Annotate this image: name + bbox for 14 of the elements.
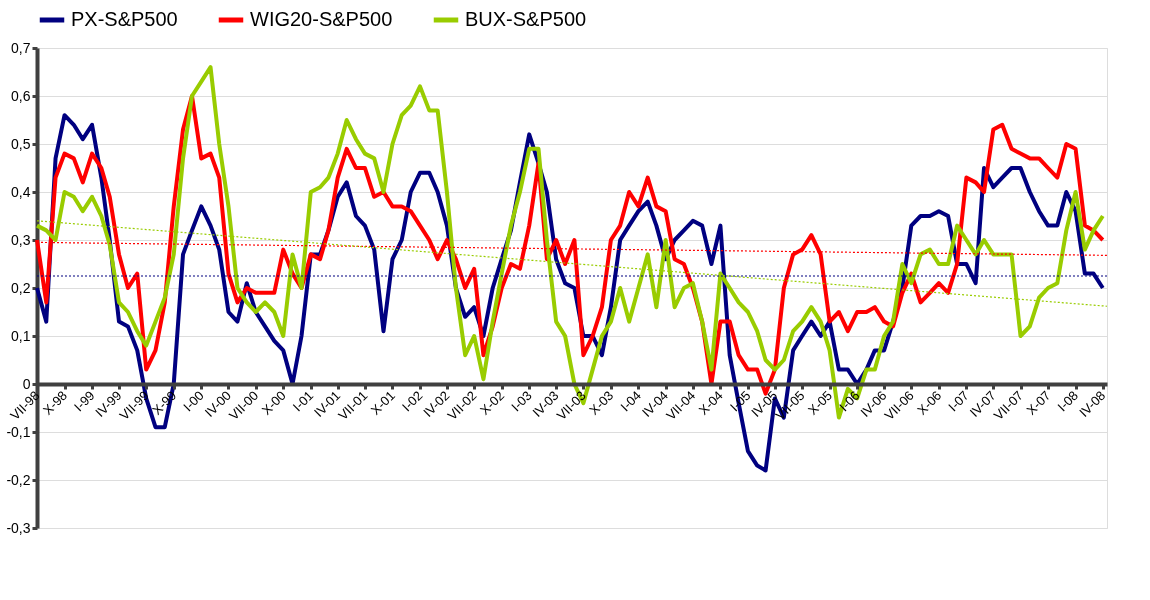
- y-tick-label: 0,5: [11, 135, 31, 152]
- y-tick-label: 0,4: [11, 183, 31, 200]
- y-tick-label: -0,2: [6, 471, 31, 488]
- legend-label: PX-S&P500: [71, 8, 178, 30]
- y-tick-label: 0,6: [11, 87, 31, 104]
- legend-label: BUX-S&P500: [465, 8, 587, 30]
- y-tick-label: -0,3: [6, 519, 31, 536]
- y-tick-label: 0: [22, 375, 31, 392]
- y-tick-label: -0,1: [6, 423, 31, 440]
- y-tick-label: 0,1: [11, 327, 31, 344]
- y-tick-label: 0,3: [11, 231, 31, 248]
- y-tick-label: 0,2: [11, 279, 31, 296]
- legend-label: WIG20-S&P500: [250, 8, 393, 30]
- y-tick-label: 0,7: [11, 39, 31, 56]
